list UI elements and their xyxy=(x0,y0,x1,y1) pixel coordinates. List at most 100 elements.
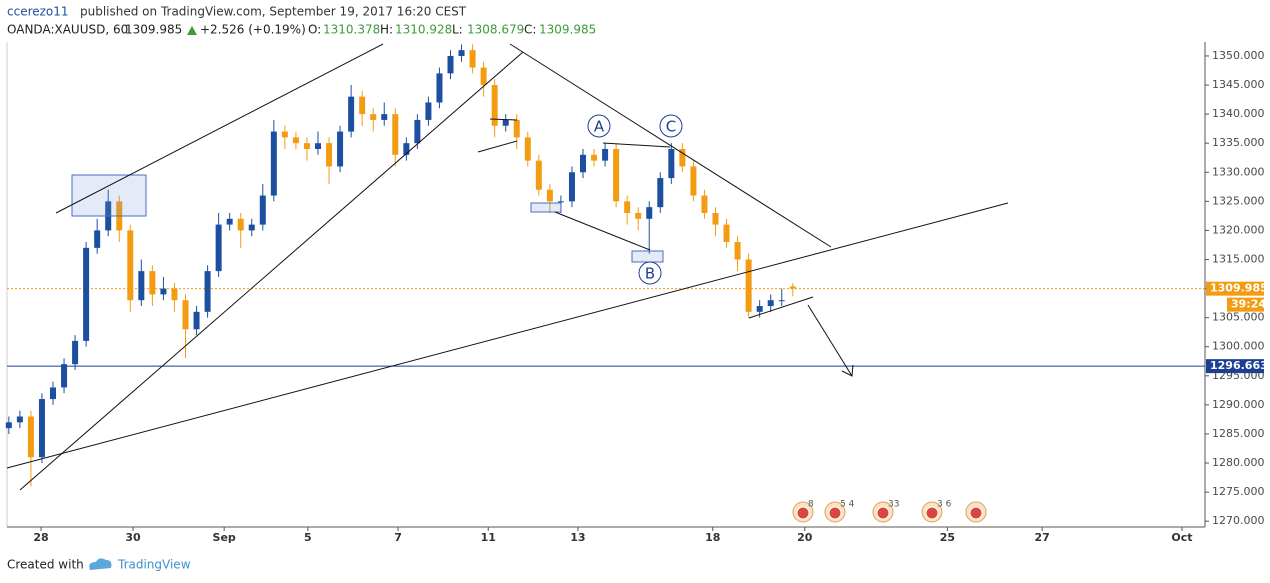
candle-body xyxy=(303,143,310,150)
candle-body xyxy=(469,50,476,68)
candle-body xyxy=(679,149,686,167)
candle-body xyxy=(624,201,631,213)
arrow xyxy=(807,304,853,377)
candle-body xyxy=(281,131,288,138)
trend-line xyxy=(19,51,524,491)
candle-body xyxy=(138,271,145,301)
footer-brand[interactable]: TradingView xyxy=(117,558,191,572)
event-flag[interactable] xyxy=(828,506,842,520)
candle-body xyxy=(701,195,708,213)
event-count: 33 xyxy=(888,500,899,510)
candle-body xyxy=(447,55,454,74)
events: 8 5 4 33 3 6 xyxy=(792,500,987,523)
candle-body xyxy=(149,271,156,295)
candle-body xyxy=(392,114,399,155)
y-tick-label: 1285.000 xyxy=(1212,427,1265,440)
wave-circle xyxy=(587,114,611,138)
wave-circle xyxy=(659,114,683,138)
event-flag[interactable] xyxy=(969,506,983,520)
publish-info: published on TradingView.com, September … xyxy=(80,5,467,19)
y-tick-label: 1350.000 xyxy=(1212,49,1265,62)
ohlc-prefix: H: xyxy=(380,23,393,37)
x-tick-label: 11 xyxy=(481,531,496,544)
candle-body xyxy=(568,172,575,202)
y-tick-label: 1275.000 xyxy=(1212,485,1265,498)
candle-body xyxy=(259,195,266,225)
candle-body xyxy=(579,154,586,173)
countdown-box xyxy=(1227,297,1264,312)
candle-body xyxy=(502,119,509,126)
candle-body xyxy=(27,416,34,458)
y-tick-label: 1305.000 xyxy=(1212,311,1265,324)
last-price: 1309.985 xyxy=(125,23,182,37)
candle-body xyxy=(381,114,388,120)
trend-line xyxy=(554,211,651,251)
candle-body xyxy=(348,96,355,132)
candle-body xyxy=(182,300,189,330)
candle-body xyxy=(513,119,520,138)
event-flag[interactable] xyxy=(796,506,810,520)
ohlc-prefix: L: xyxy=(452,23,463,37)
candle-body xyxy=(237,218,244,231)
candle-body xyxy=(61,364,68,388)
author[interactable]: ccerezo11 xyxy=(7,5,69,19)
candle-body xyxy=(591,154,598,161)
y-tick-label: 1315.000 xyxy=(1212,252,1265,265)
candle-body xyxy=(72,340,79,365)
x-tick-label: Oct xyxy=(1171,531,1192,544)
trend-line xyxy=(489,118,518,121)
candle-body xyxy=(690,166,697,196)
candle-body xyxy=(248,224,255,231)
y-tick-label: 1345.000 xyxy=(1212,78,1265,91)
x-tick-label: Sep xyxy=(213,531,236,544)
y-tick-label: 1270.000 xyxy=(1212,514,1265,527)
event-flag[interactable] xyxy=(876,506,890,520)
wave-label: C xyxy=(666,118,676,136)
y-tick-label: 1320.000 xyxy=(1212,223,1265,236)
y-tick-label: 1335.000 xyxy=(1212,136,1265,149)
plot: 1270.000 1275.000 1280.000 1285.000 1290.000… xyxy=(5,44,1268,544)
ohlc-value: 1310.928 xyxy=(395,23,452,37)
event-flag[interactable] xyxy=(925,506,939,520)
wave-label: B xyxy=(645,265,655,283)
trend-line xyxy=(748,296,814,319)
y-tick-label: 1325.000 xyxy=(1212,194,1265,207)
candle-body xyxy=(613,149,620,202)
candle-body xyxy=(557,201,564,203)
x-tick-label: 7 xyxy=(394,531,402,544)
candle-body xyxy=(94,230,101,248)
candle-body xyxy=(712,212,719,225)
symbol: OANDA:XAUUSD, 60 xyxy=(7,23,128,37)
candle-body xyxy=(50,387,57,400)
candle-body xyxy=(767,300,774,307)
ohlc-prefix: C: xyxy=(524,23,536,37)
ohlc-value: 1308.679 xyxy=(467,23,524,37)
candle-body xyxy=(657,178,664,208)
candle-body xyxy=(635,212,642,219)
trend-line xyxy=(602,142,671,148)
candle-body xyxy=(745,259,752,312)
trend-line xyxy=(509,43,832,248)
candle-body xyxy=(535,160,542,190)
candle-body xyxy=(646,207,653,219)
trend-line xyxy=(6,202,1009,469)
candle-body xyxy=(425,102,432,120)
event-count: 3 6 xyxy=(937,500,952,510)
ohlc-prefix: O: xyxy=(308,23,321,37)
candle-body xyxy=(778,300,785,302)
y-tick-label: 1330.000 xyxy=(1212,165,1265,178)
candle-body xyxy=(270,131,277,196)
candle-body xyxy=(326,143,333,167)
candle-body xyxy=(491,85,498,126)
x-tick-label: 30 xyxy=(125,531,141,544)
candle-body xyxy=(171,288,178,301)
candle-body xyxy=(789,286,796,289)
y-tick-label: 1290.000 xyxy=(1212,398,1265,411)
y-tick-label: 1280.000 xyxy=(1212,456,1265,469)
candle-body xyxy=(524,137,531,161)
candle-body xyxy=(403,143,410,155)
zone-box xyxy=(631,250,664,263)
